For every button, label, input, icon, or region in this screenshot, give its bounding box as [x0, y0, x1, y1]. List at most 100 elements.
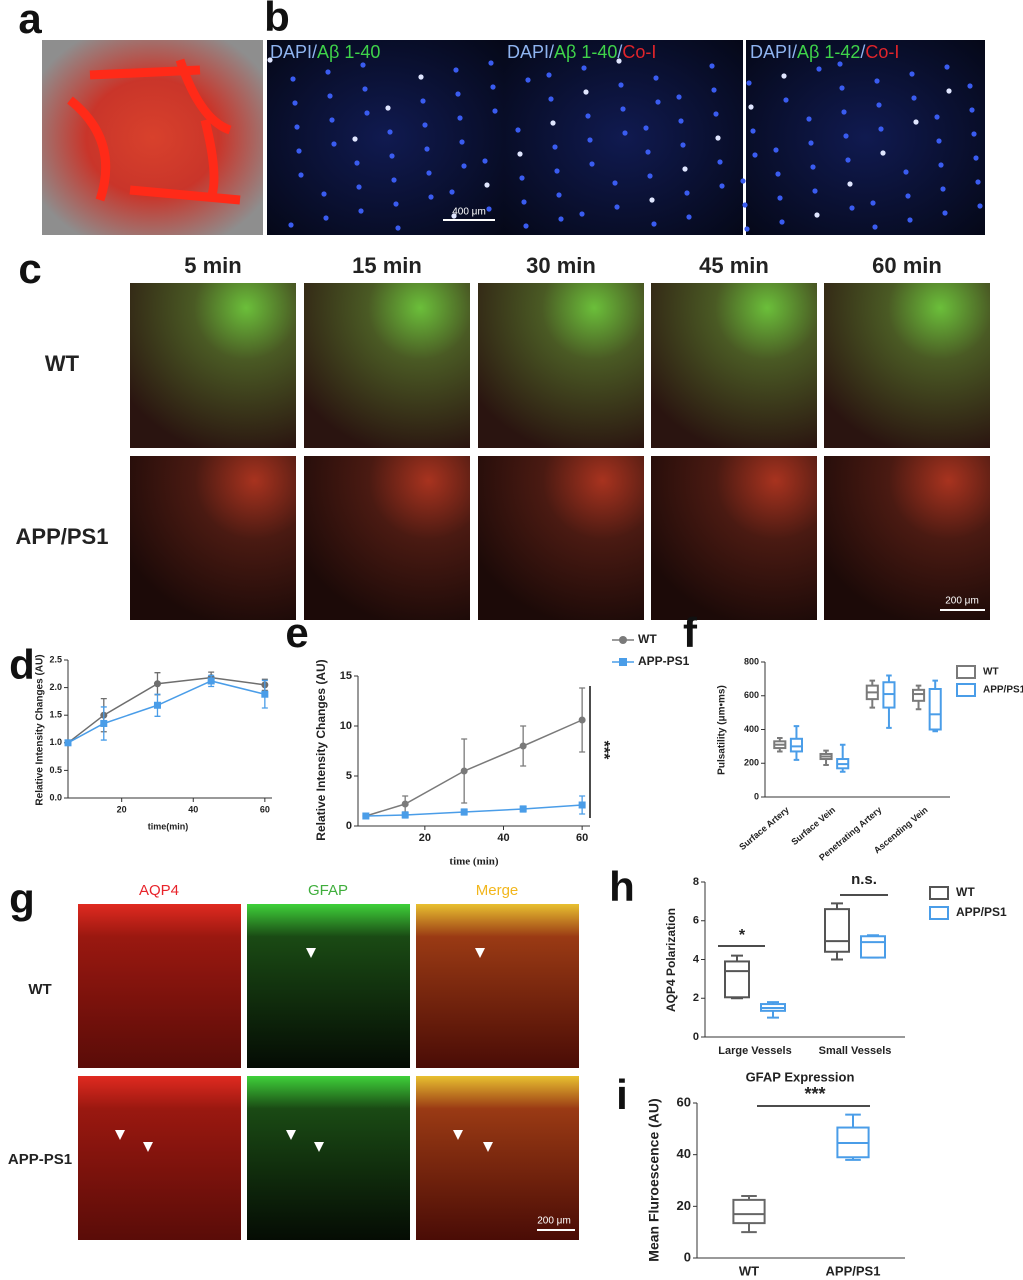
- nucleus: [839, 85, 845, 91]
- nucleus: [622, 130, 628, 136]
- stain-label: GFAP: [308, 882, 348, 899]
- nucleus: [422, 122, 428, 128]
- stain-label-part: Aβ 1-42: [797, 42, 860, 62]
- nucleus: [872, 224, 878, 230]
- x-tick-label: 20: [419, 832, 431, 844]
- nucleus: [523, 223, 529, 229]
- point: [460, 808, 468, 816]
- nucleus: [616, 58, 622, 64]
- nucleus: [393, 201, 399, 207]
- box: [928, 688, 942, 731]
- legend-marker: [619, 636, 627, 644]
- point: [207, 677, 215, 685]
- nucleus: [845, 157, 851, 163]
- nucleus: [909, 71, 915, 77]
- nucleus: [395, 225, 401, 231]
- micrograph: [824, 283, 990, 448]
- time-label: 60 min: [872, 253, 942, 278]
- panel-letter: b: [264, 0, 290, 40]
- nucleus: [816, 66, 822, 72]
- y-axis-label: Relative Intensity Changes (AU): [35, 654, 46, 805]
- nucleus: [451, 213, 457, 219]
- y-tick-label: 10: [340, 720, 352, 732]
- nucleus: [521, 199, 527, 205]
- point: [362, 812, 370, 820]
- box: [912, 688, 926, 702]
- y-tick-label: 15: [340, 670, 352, 682]
- nucleus: [779, 219, 785, 225]
- nucleus: [812, 188, 818, 194]
- micrograph: [304, 456, 470, 620]
- nucleus: [490, 84, 496, 90]
- nucleus: [942, 210, 948, 216]
- point: [519, 805, 527, 813]
- nucleus: [653, 75, 659, 81]
- panel-letter: a: [18, 0, 42, 42]
- y-tick-label: 2.0: [49, 682, 62, 692]
- stain-label-part: DAPI/: [270, 42, 317, 62]
- nucleus: [781, 73, 787, 79]
- nucleus: [426, 170, 432, 176]
- nucleus: [975, 179, 981, 185]
- legend-swatch: [929, 906, 949, 920]
- whisker-high: [845, 1113, 861, 1128]
- micrograph: [416, 904, 579, 1068]
- nucleus: [973, 155, 979, 161]
- annotation: ***: [595, 741, 612, 760]
- micrograph: [824, 456, 990, 620]
- time-label: 45 min: [699, 253, 769, 278]
- y-tick-label: 4: [693, 953, 700, 965]
- legend-swatch: [956, 665, 976, 679]
- nucleus: [267, 57, 273, 63]
- legend-swatch: [956, 683, 976, 697]
- nucleus: [457, 115, 463, 121]
- point: [578, 716, 586, 724]
- nucleus: [686, 214, 692, 220]
- nucleus: [298, 172, 304, 178]
- nucleus: [583, 89, 589, 95]
- y-tick-label: 0: [346, 820, 352, 832]
- nucleus: [325, 69, 331, 75]
- x-tick-label: 40: [188, 804, 198, 814]
- nucleus: [515, 127, 521, 133]
- x-axis-label: time(min): [148, 821, 189, 831]
- stain-label: AQP4: [139, 882, 179, 899]
- nucleus: [643, 125, 649, 131]
- panel-letter: g: [9, 875, 35, 922]
- y-tick-label: 6: [693, 915, 699, 927]
- nucleus: [746, 80, 752, 86]
- nucleus: [711, 87, 717, 93]
- stain-label-part: /: [860, 42, 865, 62]
- stain-label-part: DAPI/: [750, 42, 797, 62]
- nucleus: [484, 182, 490, 188]
- y-tick-label: 200: [744, 758, 759, 768]
- nucleus: [880, 150, 886, 156]
- arrowhead: [483, 1142, 493, 1152]
- nucleus: [321, 191, 327, 197]
- nucleus: [946, 88, 952, 94]
- x-tick-label: 40: [497, 832, 509, 844]
- y-tick-label: 5: [346, 770, 352, 782]
- box: [789, 737, 804, 753]
- nucleus: [581, 65, 587, 71]
- box: [860, 935, 886, 959]
- nucleus: [418, 74, 424, 80]
- whisker-low: [831, 951, 843, 961]
- nucleus: [589, 161, 595, 167]
- nucleus: [913, 119, 919, 125]
- scale-label: 200 μm: [945, 596, 979, 607]
- nucleus: [680, 142, 686, 148]
- nucleus: [294, 124, 300, 130]
- scale-label: 200 μm: [537, 1216, 571, 1227]
- chart-title: GFAP Expression: [746, 1069, 855, 1084]
- nucleus: [814, 212, 820, 218]
- nucleus: [620, 106, 626, 112]
- x-tick-label: WT: [739, 1263, 759, 1278]
- nucleus: [482, 158, 488, 164]
- panel-letter: i: [616, 1071, 628, 1118]
- nucleus: [461, 163, 467, 169]
- nucleus: [905, 193, 911, 199]
- nucleus: [719, 183, 725, 189]
- row-label: WT: [28, 981, 51, 998]
